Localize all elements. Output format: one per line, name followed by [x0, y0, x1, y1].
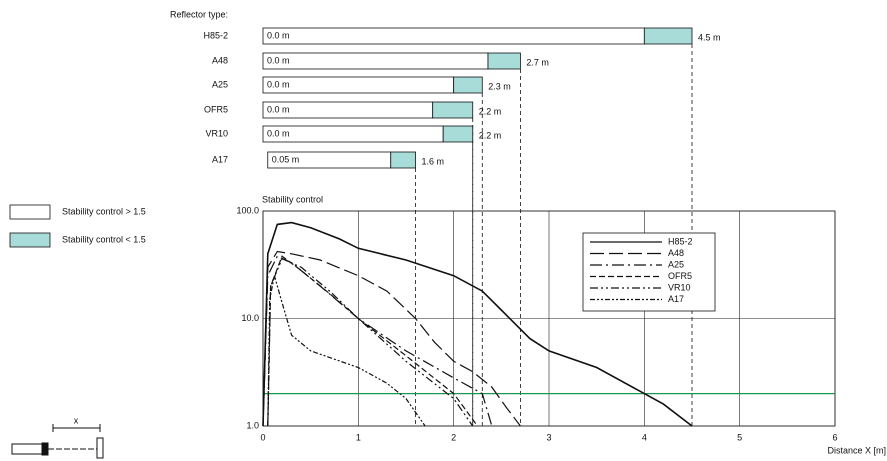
- x-tick-label: 5: [737, 432, 742, 442]
- x-tick-label: 0: [260, 432, 265, 442]
- y-tick-label: 100.0: [236, 205, 259, 215]
- stable-bar: [262, 125, 444, 143]
- unstable-bar: [390, 151, 416, 169]
- legend-label: VR10: [668, 282, 691, 292]
- end-label: 4.5 m: [698, 32, 721, 42]
- x-tick-label: 6: [832, 432, 837, 442]
- category-label: A48: [212, 55, 228, 65]
- unstable-bar: [432, 101, 474, 119]
- start-label: 0.0 m: [267, 128, 290, 138]
- legend-label: OFR5: [668, 271, 692, 281]
- start-label: 0.0 m: [267, 55, 290, 65]
- series-line: [262, 221, 693, 427]
- category-label: A25: [212, 79, 228, 89]
- legend-label: A48: [668, 248, 684, 258]
- start-label: 0.0 m: [267, 104, 290, 114]
- unstable-bar: [453, 76, 483, 94]
- y-tick-label: 10.0: [241, 313, 259, 323]
- series-line: [267, 255, 478, 427]
- end-label: 2.3 m: [488, 81, 511, 91]
- legend-box: [582, 232, 716, 312]
- category-label: VR10: [205, 128, 228, 138]
- start-label: 0.05 m: [272, 154, 300, 164]
- sensor-diagram: [11, 424, 104, 459]
- stable-bar: [262, 27, 645, 45]
- category-label: H85-2: [203, 30, 228, 40]
- category-label: A17: [212, 154, 228, 164]
- series-line: [267, 257, 474, 427]
- x-tick-label: 1: [356, 432, 361, 442]
- end-label: 2.7 m: [526, 57, 549, 67]
- legend-swatch: [9, 204, 51, 220]
- start-label: 0.0 m: [267, 79, 290, 89]
- end-label: 2.2 m: [479, 130, 502, 140]
- diagram-label: x: [74, 415, 79, 425]
- category-label: OFR5: [204, 104, 228, 114]
- legend-label: A25: [668, 259, 684, 269]
- legend-label: Stability control < 1.5: [62, 234, 146, 244]
- y-axis-title: Stability control: [262, 194, 323, 204]
- legend-label: Stability control > 1.5: [62, 206, 146, 216]
- bar-title: Reflector type:: [170, 9, 228, 19]
- stable-bar: [262, 76, 455, 94]
- unstable-bar: [442, 125, 474, 143]
- x-axis-title: Distance X [m]: [827, 445, 886, 455]
- x-tick-label: 4: [642, 432, 647, 442]
- legend-label: A17: [668, 294, 684, 304]
- series-line: [267, 275, 426, 427]
- series-line: [262, 250, 521, 427]
- unstable-bar: [487, 52, 521, 70]
- x-tick-label: 3: [546, 432, 551, 442]
- series-line: [262, 255, 493, 427]
- end-label: 2.2 m: [479, 106, 502, 116]
- unstable-bar: [643, 27, 693, 45]
- y-tick-label: 1.0: [246, 420, 259, 430]
- stable-bar: [262, 52, 489, 70]
- start-label: 0.0 m: [267, 30, 290, 40]
- legend-swatch: [9, 232, 51, 248]
- x-tick-label: 2: [451, 432, 456, 442]
- legend-label: H85-2: [668, 236, 693, 246]
- end-label: 1.6 m: [422, 156, 445, 166]
